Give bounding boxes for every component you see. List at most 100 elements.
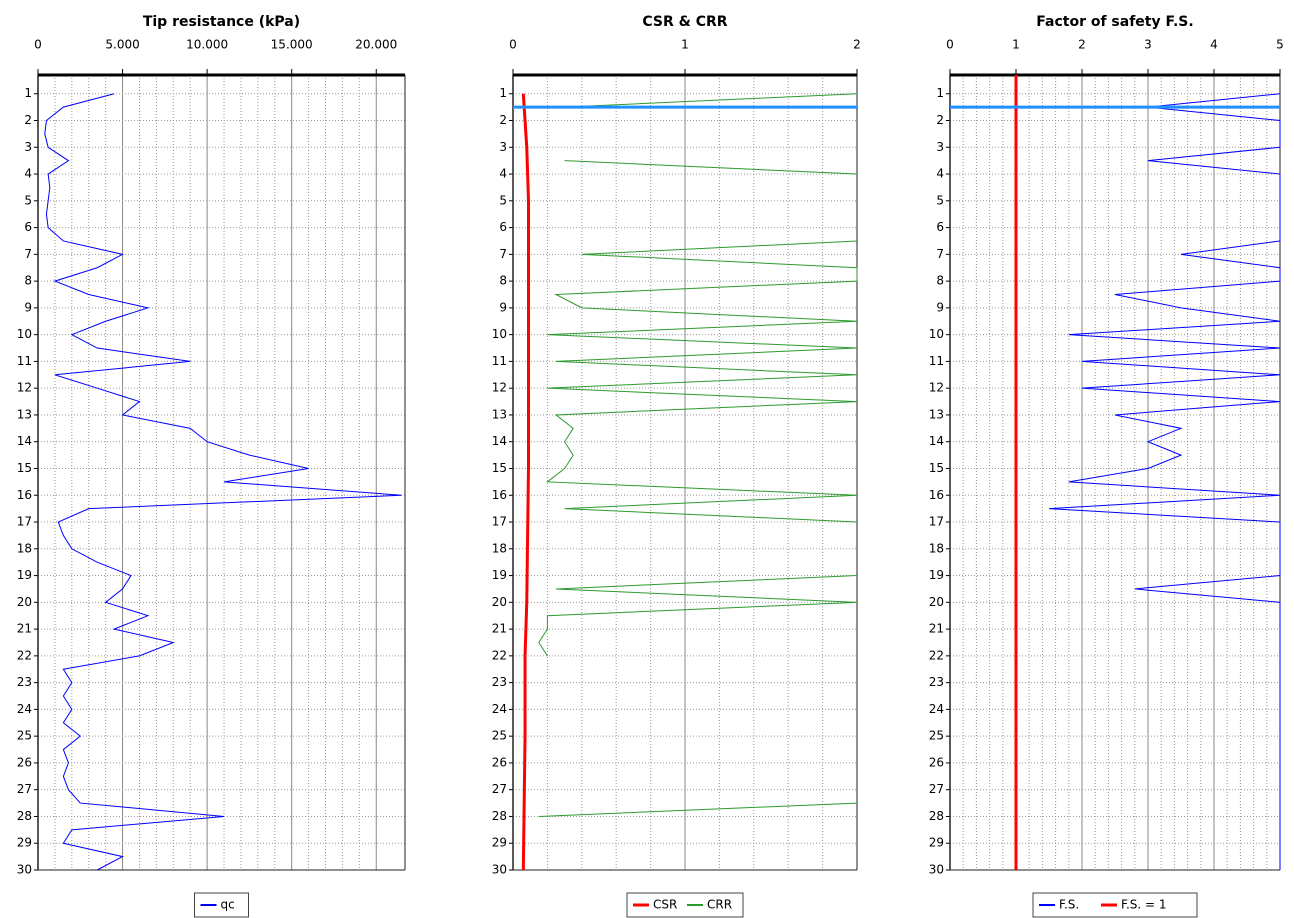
chart-title: Tip resistance (kPa) — [143, 14, 300, 30]
series-line — [538, 93, 858, 817]
y-tick-label: 21 — [929, 622, 944, 636]
x-tick-label: 5 — [1276, 38, 1284, 52]
y-tick-label: 25 — [492, 729, 507, 743]
y-tick-label: 24 — [492, 702, 507, 716]
x-tick-label: 5.000 — [105, 38, 139, 52]
y-tick-label: 1 — [24, 86, 32, 100]
panel: Factor of safety F.S.0 1 2 3 4 51234567891011… — [929, 14, 1284, 918]
y-tick-label: 15 — [929, 461, 944, 475]
y-tick-label: 27 — [492, 782, 507, 796]
y-tick-label: 28 — [929, 809, 944, 823]
y-tick-label: 29 — [929, 836, 944, 850]
chart-title: CSR & CRR — [642, 14, 727, 30]
legend-label: F.S. = 1 — [1121, 898, 1167, 912]
series-line — [1048, 93, 1281, 870]
y-tick-label: 17 — [492, 515, 507, 529]
y-tick-label: 27 — [929, 782, 944, 796]
y-tick-label: 24 — [929, 702, 944, 716]
y-tick-label: 30 — [492, 863, 507, 877]
y-tick-label: 21 — [17, 622, 32, 636]
y-tick-label: 11 — [17, 354, 32, 368]
y-tick-label: 15 — [492, 461, 507, 475]
y-tick-label: 26 — [17, 755, 32, 769]
y-tick-label: 9 — [936, 300, 944, 314]
y-tick-label: 7 — [936, 247, 944, 261]
y-tick-label: 12 — [929, 381, 944, 395]
y-tick-label: 30 — [17, 863, 32, 877]
y-tick-label: 10 — [17, 327, 32, 341]
y-tick-label: 29 — [492, 836, 507, 850]
y-tick-label: 17 — [929, 515, 944, 529]
y-tick-label: 17 — [17, 515, 32, 529]
y-tick-label: 11 — [929, 354, 944, 368]
x-tick-label: 10.000 — [186, 38, 228, 52]
y-tick-label: 25 — [929, 729, 944, 743]
legend-label: F.S. — [1059, 898, 1079, 912]
y-tick-label: 13 — [929, 407, 944, 421]
x-tick-label: 20.000 — [355, 38, 397, 52]
x-tick-label: 3 — [1144, 38, 1152, 52]
y-tick-label: 23 — [929, 675, 944, 689]
y-tick-label: 8 — [936, 274, 944, 288]
y-tick-label: 1 — [499, 86, 507, 100]
y-tick-label: 11 — [492, 354, 507, 368]
y-tick-label: 7 — [24, 247, 32, 261]
y-tick-label: 5 — [936, 193, 944, 207]
legend-label: CSR — [653, 898, 677, 912]
x-tick-label: 0 — [509, 38, 517, 52]
y-tick-label: 20 — [492, 595, 507, 609]
y-tick-label: 3 — [936, 140, 944, 154]
y-tick-label: 22 — [492, 648, 507, 662]
y-tick-label: 13 — [492, 407, 507, 421]
y-tick-label: 4 — [936, 167, 944, 181]
y-tick-label: 3 — [499, 140, 507, 154]
y-tick-label: 19 — [929, 568, 944, 582]
x-tick-label: 1 — [1012, 38, 1020, 52]
panel: Tip resistance (kPa) 0 5.000 10.000 15.000 20… — [17, 14, 406, 918]
y-tick-label: 2 — [499, 113, 507, 127]
x-tick-label: 1 — [681, 38, 689, 52]
x-tick-label: 4 — [1210, 38, 1218, 52]
x-tick-label: 2 — [853, 38, 861, 52]
y-tick-label: 18 — [492, 541, 507, 555]
legend-box — [626, 892, 744, 918]
y-tick-label: 1 — [936, 86, 944, 100]
x-tick-label: 0 — [34, 38, 42, 52]
y-tick-label: 7 — [499, 247, 507, 261]
y-tick-label: 5 — [499, 193, 507, 207]
y-tick-label: 10 — [929, 327, 944, 341]
y-tick-label: 26 — [929, 755, 944, 769]
y-tick-label: 25 — [17, 729, 32, 743]
y-tick-label: 2 — [24, 113, 32, 127]
y-tick-label: 9 — [24, 300, 32, 314]
y-tick-label: 6 — [24, 220, 32, 234]
chart-title: Factor of safety F.S. — [1036, 14, 1193, 30]
y-tick-label: 15 — [17, 461, 32, 475]
y-tick-label: 18 — [929, 541, 944, 555]
y-tick-label: 6 — [936, 220, 944, 234]
y-tick-label: 16 — [492, 488, 507, 502]
y-tick-label: 28 — [492, 809, 507, 823]
y-tick-label: 14 — [17, 434, 32, 448]
y-tick-label: 12 — [17, 381, 32, 395]
y-tick-label: 5 — [24, 193, 32, 207]
y-tick-label: 4 — [24, 167, 32, 181]
y-tick-label: 13 — [17, 407, 32, 421]
y-tick-label: 22 — [929, 648, 944, 662]
y-tick-label: 26 — [492, 755, 507, 769]
x-tick-label: 2 — [1078, 38, 1086, 52]
y-tick-label: 23 — [17, 675, 32, 689]
y-tick-label: 21 — [492, 622, 507, 636]
y-tick-label: 29 — [17, 836, 32, 850]
y-tick-label: 3 — [24, 140, 32, 154]
y-tick-label: 14 — [929, 434, 944, 448]
x-tick-label: 15.000 — [271, 38, 313, 52]
y-tick-label: 2 — [936, 113, 944, 127]
legend-label: CRR — [707, 898, 732, 912]
y-tick-label: 12 — [492, 381, 507, 395]
y-tick-label: 27 — [17, 782, 32, 796]
y-tick-label: 22 — [17, 648, 32, 662]
